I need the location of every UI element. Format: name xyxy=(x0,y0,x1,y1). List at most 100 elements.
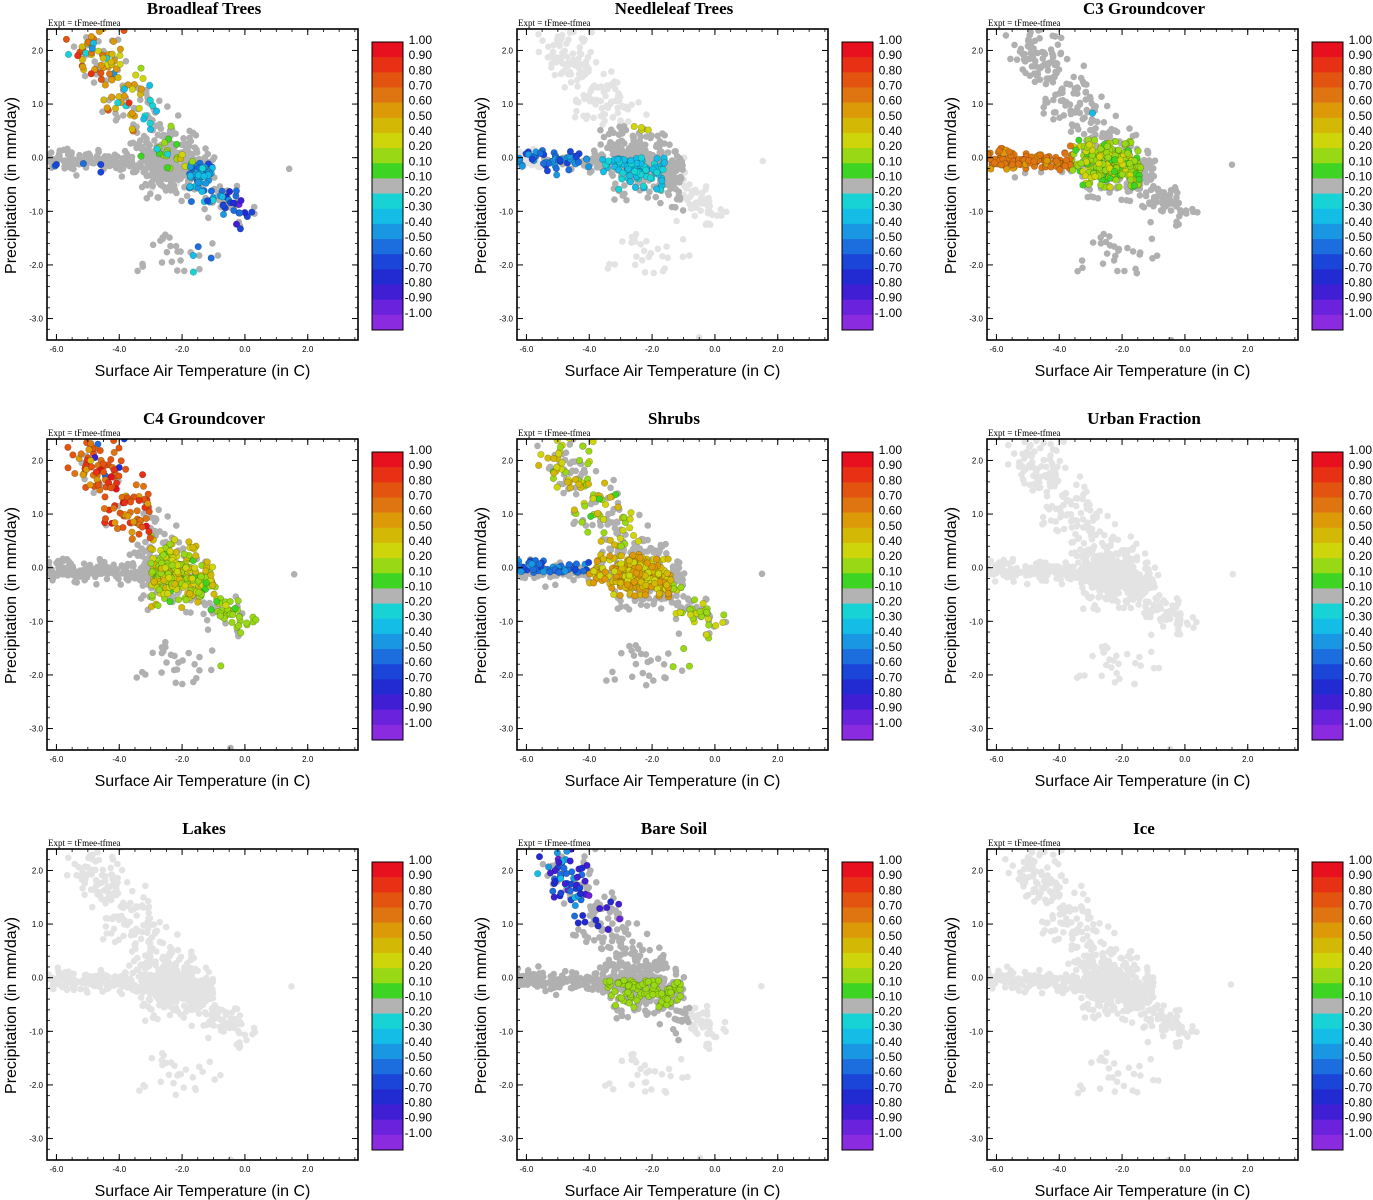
data-point xyxy=(1036,76,1044,83)
data-point xyxy=(1146,159,1153,167)
data-point xyxy=(161,564,169,572)
data-point xyxy=(160,139,169,147)
data-point xyxy=(189,252,197,260)
data-point xyxy=(213,597,221,606)
data-point xyxy=(644,126,652,134)
data-point xyxy=(1013,56,1021,63)
colorbar-swatch xyxy=(842,72,873,88)
data-point xyxy=(617,117,624,124)
data-point xyxy=(630,578,638,586)
colorbar-label: -0.80 xyxy=(405,276,433,290)
chart-panel: C4 Groundcover Expt = tFmee-tfmea -6.0 -4.0… xyxy=(3,409,432,790)
data-point xyxy=(233,182,241,190)
data-point xyxy=(624,165,632,173)
data-point xyxy=(231,604,239,612)
data-point xyxy=(229,611,237,619)
data-point xyxy=(614,503,622,511)
data-point xyxy=(81,72,89,80)
data-point xyxy=(1079,264,1086,272)
y-tick-label: 0.0 xyxy=(502,564,514,573)
colorbar-label: -0.50 xyxy=(875,640,903,654)
data-point xyxy=(1079,115,1087,123)
data-point xyxy=(1022,57,1029,65)
data-point xyxy=(189,543,197,552)
colorbar-swatch xyxy=(842,223,873,240)
data-point xyxy=(597,83,605,90)
data-point xyxy=(1041,50,1049,58)
data-point xyxy=(1136,251,1143,258)
data-point xyxy=(537,450,545,459)
colorbar-label: 0.40 xyxy=(879,534,903,548)
data-point xyxy=(191,661,198,668)
data-point xyxy=(652,193,660,201)
data-point xyxy=(614,93,622,100)
x-tick-label: -2.0 xyxy=(645,755,659,764)
expt-label: Expt = tFmee-tfmea xyxy=(518,18,591,28)
chart-panel: Needleleaf Trees Expt = tFmee-tfmea -6.0 -4… xyxy=(473,0,902,380)
data-point xyxy=(639,669,647,677)
data-point xyxy=(1011,174,1019,181)
data-point xyxy=(580,61,588,68)
data-point xyxy=(642,166,650,174)
colorbar-swatch xyxy=(1312,102,1343,119)
data-point xyxy=(183,141,190,149)
scatter-points xyxy=(517,439,766,750)
data-point xyxy=(178,141,185,148)
data-point xyxy=(64,443,72,451)
data-point xyxy=(1043,157,1051,165)
data-point xyxy=(132,481,140,489)
data-point xyxy=(641,591,649,599)
data-point xyxy=(52,160,61,169)
data-point xyxy=(185,649,192,657)
data-point xyxy=(1104,153,1112,161)
x-axis-label: Surface Air Temperature (in C) xyxy=(1035,363,1251,380)
y-tick-label: -2.0 xyxy=(29,261,43,270)
data-point xyxy=(1115,247,1122,254)
data-point xyxy=(171,536,179,544)
data-point xyxy=(617,597,624,605)
data-point xyxy=(1089,239,1097,246)
data-point xyxy=(110,439,118,445)
colorbar-swatch xyxy=(372,633,403,650)
colorbar-swatch xyxy=(372,102,403,119)
data-point xyxy=(49,577,56,584)
colorbar-label: 1.00 xyxy=(409,443,433,457)
data-point xyxy=(574,83,581,90)
data-point xyxy=(154,602,162,610)
data-point xyxy=(663,581,671,589)
data-point xyxy=(1043,75,1051,82)
data-point xyxy=(170,172,177,179)
data-point xyxy=(181,267,188,275)
data-point xyxy=(660,159,669,167)
data-point xyxy=(172,166,180,174)
data-point xyxy=(112,110,119,117)
data-point xyxy=(637,154,645,162)
colorbar-swatch xyxy=(372,299,403,316)
data-point xyxy=(614,155,622,164)
data-point xyxy=(1112,112,1120,120)
data-point xyxy=(180,135,187,142)
colorbar-label: 0.50 xyxy=(409,519,433,533)
data-point xyxy=(1052,109,1059,116)
data-point xyxy=(610,185,618,192)
data-point xyxy=(566,68,574,76)
data-point xyxy=(590,114,597,122)
data-point xyxy=(644,536,651,544)
data-point xyxy=(1052,157,1060,165)
data-point xyxy=(146,534,154,542)
data-point xyxy=(647,657,654,664)
data-point xyxy=(646,188,653,196)
data-point xyxy=(137,64,145,72)
y-tick-label: -1.0 xyxy=(29,207,43,216)
data-point xyxy=(657,199,664,207)
data-point xyxy=(232,187,240,195)
data-point xyxy=(131,571,138,579)
data-point xyxy=(1086,186,1094,193)
colorbar-label: -0.50 xyxy=(405,640,433,654)
data-point xyxy=(177,257,184,264)
data-point xyxy=(179,680,186,688)
data-point xyxy=(593,557,601,565)
data-point xyxy=(643,237,650,245)
expt-label: Expt = tFmee-tfmea xyxy=(48,428,121,438)
colorbar-label: -0.70 xyxy=(1345,260,1373,274)
